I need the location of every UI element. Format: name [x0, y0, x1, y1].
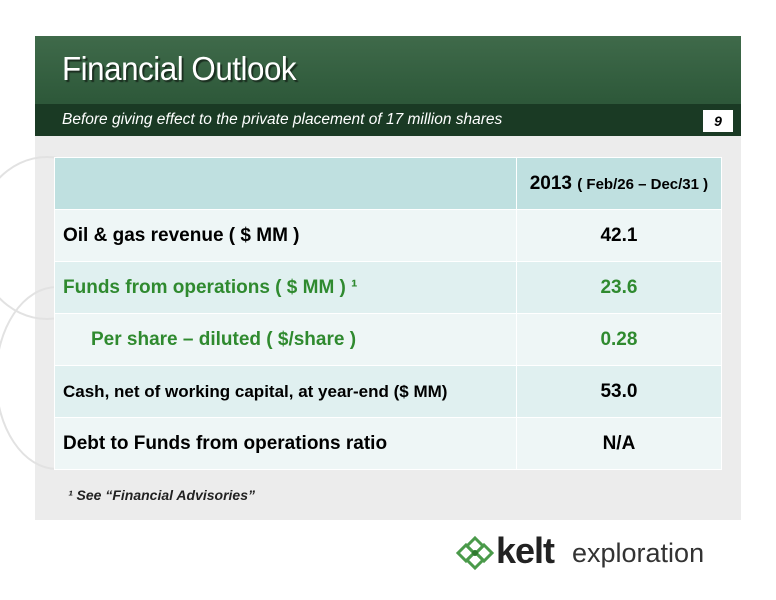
header-year-cell: 2013 ( Feb/26 – Dec/31 )	[515, 157, 723, 210]
row-value: 0.28	[515, 313, 723, 366]
footnote: ¹ See “Financial Advisories”	[68, 487, 255, 503]
table-row: Funds from operations ( $ MM ) ¹ 23.6	[54, 261, 723, 314]
row-label: Oil & gas revenue ( $ MM )	[54, 209, 517, 262]
logo-wordmark-kelt: kelt	[496, 530, 555, 571]
logo-wordmark-exploration: exploration	[572, 538, 705, 568]
row-value: 53.0	[515, 365, 723, 418]
table-row: Oil & gas revenue ( $ MM ) 42.1	[54, 209, 723, 262]
column-header-range: ( Feb/26 – Dec/31 )	[577, 175, 709, 193]
kelt-logo: kelt exploration	[456, 528, 726, 576]
row-value: 23.6	[515, 261, 723, 314]
page-number: 9	[703, 110, 733, 132]
slide-title: Financial Outlook	[62, 50, 297, 87]
subtitle-strip: Before giving effect to the private plac…	[35, 104, 741, 136]
slide-header: Financial Outlook Before giving effect t…	[35, 36, 741, 136]
row-label: Cash, net of working capital, at year-en…	[54, 365, 517, 418]
row-label: Funds from operations ( $ MM ) ¹	[54, 261, 517, 314]
table-row: Cash, net of working capital, at year-en…	[54, 365, 723, 418]
row-label: Per share – diluted ( $/share )	[54, 313, 517, 366]
row-value: 42.1	[515, 209, 723, 262]
column-header-year: 2013	[529, 172, 572, 194]
table-row: Debt to Funds from operations ratio N/A	[54, 417, 723, 470]
slide-subtitle: Before giving effect to the private plac…	[62, 111, 503, 128]
celtic-knot-icon	[456, 535, 494, 571]
table-header-row: 2013 ( Feb/26 – Dec/31 )	[54, 157, 723, 210]
header-label-cell	[54, 157, 517, 210]
row-value: N/A	[515, 417, 723, 470]
table-row: Per share – diluted ( $/share ) 0.28	[54, 313, 723, 366]
financial-outlook-table: 2013 ( Feb/26 – Dec/31 ) Oil & gas reven…	[54, 157, 723, 470]
row-label: Debt to Funds from operations ratio	[54, 417, 517, 470]
